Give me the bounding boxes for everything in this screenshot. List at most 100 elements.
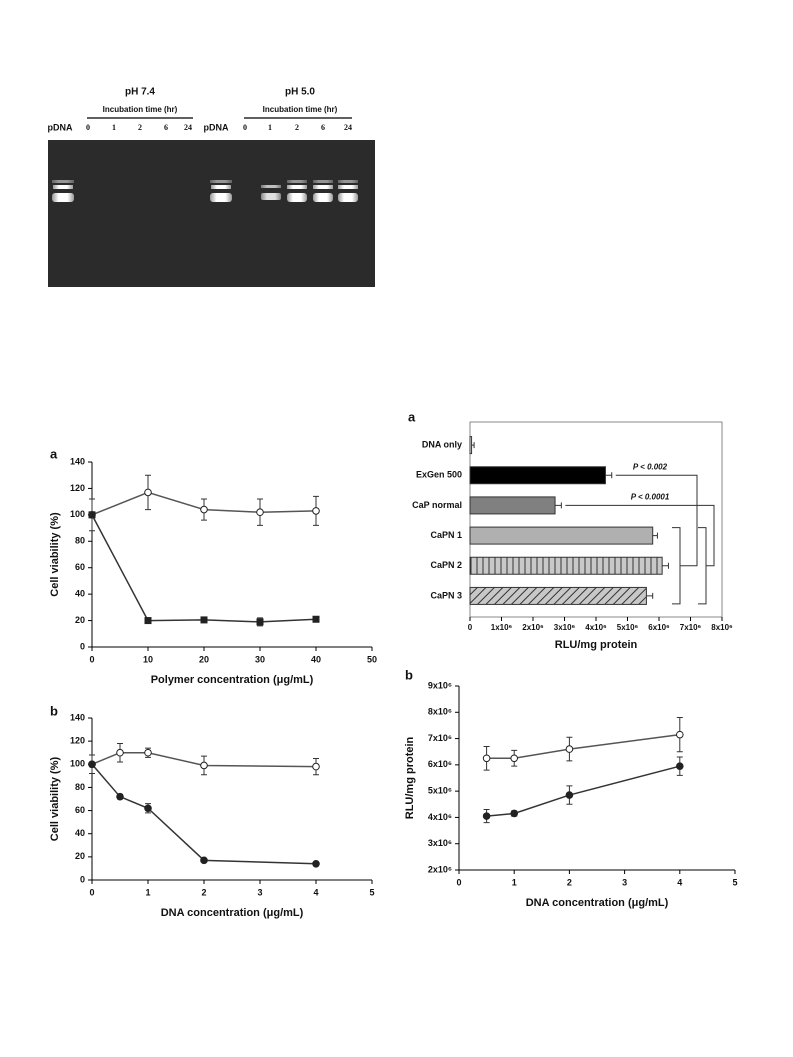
bar: [469, 526, 654, 545]
gel-lane-label: pDNA: [204, 122, 229, 132]
y-tick-label: 60: [75, 562, 85, 572]
marker: [144, 748, 152, 757]
marker: [200, 761, 208, 770]
y-tick-label: 5x10⁶: [428, 786, 452, 796]
gel-lane-label: 0: [86, 123, 90, 132]
gel-lane-label: 24: [184, 123, 192, 132]
category-label: DNA only: [422, 439, 462, 449]
marker: [312, 507, 320, 515]
panel-label: a: [50, 446, 58, 461]
category-label: CaPN 2: [430, 560, 462, 570]
y-axis-title: Cell viability (%): [49, 756, 61, 841]
y-tick-label: 100: [70, 509, 85, 519]
marker: [144, 488, 152, 497]
series-line: [486, 765, 680, 817]
gel-lane-label: 0: [243, 123, 247, 132]
bar: [469, 496, 556, 515]
gel-lane-label: 2: [138, 123, 142, 132]
panel-label: b: [50, 703, 58, 718]
x-tick-label: 3: [257, 887, 262, 897]
y-tick-label: 140: [70, 456, 85, 466]
x-tick-label: 1x10⁶: [491, 623, 513, 632]
y-tick-label: 80: [75, 536, 85, 546]
x-tick-label: 50: [367, 654, 377, 664]
y-axis-title: Cell viability (%): [49, 512, 61, 597]
marker: [565, 745, 574, 753]
y-tick-label: 6x10⁶: [428, 759, 452, 769]
marker: [200, 505, 208, 514]
error-bar: [652, 532, 658, 539]
x-axis-title: Polymer concentration (μg/mL): [151, 674, 314, 686]
marker: [200, 616, 208, 624]
y-tick-label: 60: [75, 805, 85, 815]
y-tick-label: 140: [70, 712, 85, 722]
marker: [482, 754, 491, 763]
marker: [88, 760, 96, 769]
y-tick-label: 40: [75, 589, 85, 599]
y-tick-label: 20: [75, 615, 85, 625]
x-tick-label: 8x10⁶: [711, 623, 733, 632]
y-tick-label: 2x10⁶: [428, 864, 452, 874]
series-line: [91, 763, 317, 865]
marker: [116, 748, 124, 757]
marker: [312, 615, 320, 623]
gel-lane-label: 6: [164, 123, 168, 132]
marker: [256, 618, 264, 626]
gel-group-title: pH 7.4: [125, 87, 155, 98]
marker: [510, 809, 519, 818]
bar: [469, 436, 473, 455]
marker: [200, 856, 208, 865]
marker: [144, 617, 152, 625]
x-tick-label: 5x10⁶: [617, 623, 639, 632]
x-tick-label: 2x10⁶: [522, 623, 544, 632]
marker: [676, 762, 684, 770]
x-axis-title: RLU/mg protein: [555, 639, 638, 651]
x-tick-label: 5: [732, 877, 737, 887]
x-tick-label: 1: [512, 877, 517, 887]
x-tick-label: 30: [255, 654, 265, 664]
marker: [510, 754, 519, 763]
x-tick-label: 0: [468, 623, 473, 632]
bar: [469, 556, 663, 575]
error-bar: [662, 562, 669, 569]
x-axis-title: DNA concentration (μg/mL): [526, 897, 669, 909]
x-tick-label: 0: [456, 877, 461, 887]
y-tick-label: 40: [75, 828, 85, 838]
panel-label: a: [408, 409, 416, 424]
marker: [676, 730, 684, 739]
category-label: ExGen 500: [416, 470, 462, 480]
marker: [312, 860, 320, 868]
x-tick-label: 2: [567, 877, 572, 887]
marker: [116, 792, 124, 801]
panel-label: b: [405, 667, 413, 682]
gel-lane-label: 6: [321, 123, 325, 132]
error-bar: [555, 502, 562, 509]
gel-group-title: pH 5.0: [285, 87, 315, 98]
y-tick-label: 0: [80, 874, 85, 884]
x-tick-label: 0: [89, 654, 94, 664]
bar: [469, 466, 606, 485]
series-line: [486, 733, 680, 760]
marker: [256, 508, 264, 517]
category-label: CaPN 1: [430, 530, 462, 540]
gel-image: [48, 117, 375, 287]
x-tick-label: 10: [143, 654, 153, 664]
marker: [144, 804, 152, 813]
y-tick-label: 120: [70, 483, 85, 493]
y-tick-label: 0: [80, 641, 85, 651]
x-tick-label: 2: [201, 887, 206, 897]
category-label: CaPN 3: [430, 590, 462, 600]
y-tick-label: 3x10⁶: [428, 838, 452, 848]
y-tick-label: 20: [75, 851, 85, 861]
gel-lane-label: 1: [268, 123, 272, 132]
x-tick-label: 6x10⁶: [648, 623, 670, 632]
gel-group-subtitle: Incubation time (hr): [263, 105, 338, 114]
x-tick-label: 3x10⁶: [554, 623, 576, 632]
x-tick-label: 0: [89, 887, 94, 897]
bar: [469, 586, 647, 605]
x-tick-label: 5: [369, 887, 374, 897]
x-tick-label: 7x10⁶: [680, 623, 702, 632]
significance-bracket: [672, 527, 688, 605]
category-label: CaP normal: [412, 500, 462, 510]
gel-lane-label: 1: [112, 123, 116, 132]
